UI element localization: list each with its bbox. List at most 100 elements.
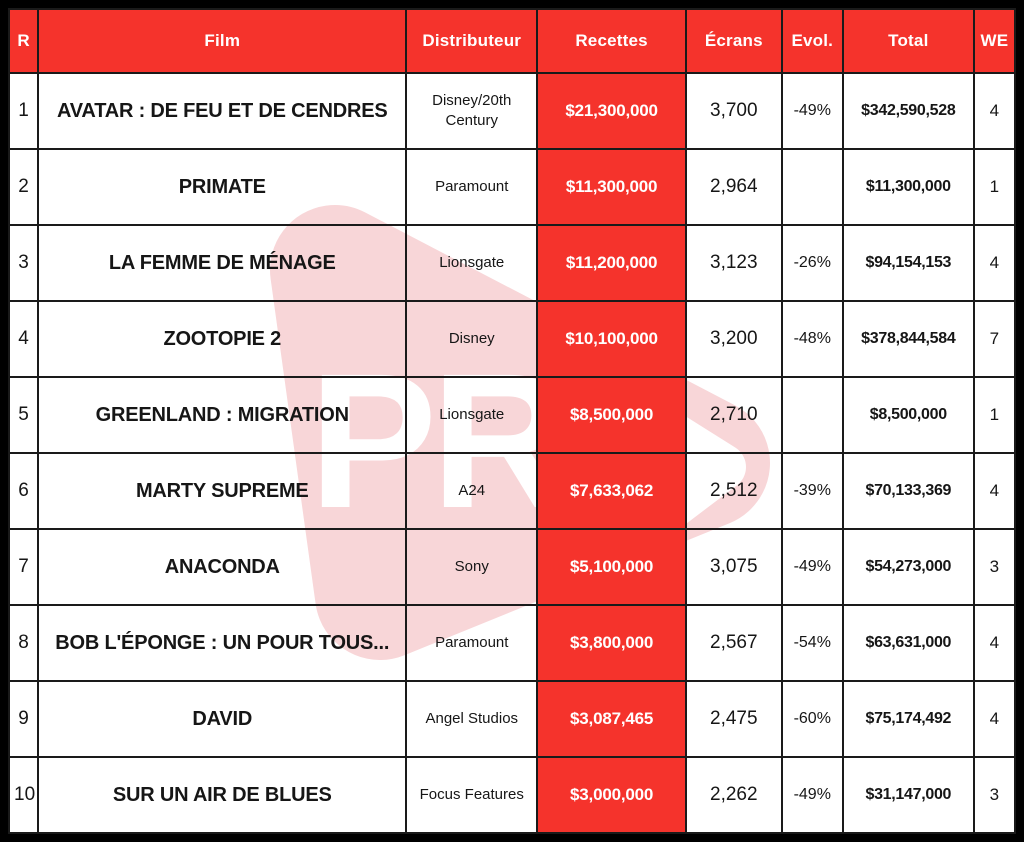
column-header-total: Total xyxy=(841,8,975,74)
screens-cell: 2,567 xyxy=(685,604,783,682)
evolution-cell: -49% xyxy=(780,528,844,606)
rank-cell: 6 xyxy=(8,452,40,530)
total-cell: $63,631,000 xyxy=(841,604,975,682)
film-title-cell: PRIMATE xyxy=(37,148,408,226)
receipts-cell: $11,200,000 xyxy=(536,224,688,302)
evolution-cell xyxy=(780,376,844,454)
film-title-cell: LA FEMME DE MÉNAGE xyxy=(37,224,408,302)
total-cell: $94,154,153 xyxy=(841,224,975,302)
total-cell: $8,500,000 xyxy=(841,376,975,454)
header-row: R Film Distributeur Recettes Écrans Evol… xyxy=(8,8,1016,74)
weeks-cell: 4 xyxy=(972,72,1016,150)
film-title-cell: SUR UN AIR DE BLUES xyxy=(37,756,408,834)
table-row: 7 ANACONDA Sony $5,100,000 3,075 -49% $5… xyxy=(8,528,1016,606)
table-row: 1 AVATAR : DE FEU ET DE CENDRES Disney/2… xyxy=(8,72,1016,150)
rank-cell: 8 xyxy=(8,604,40,682)
table-row: 2 PRIMATE Paramount $11,300,000 2,964 $1… xyxy=(8,148,1016,226)
rank-cell: 4 xyxy=(8,300,40,378)
total-cell: $342,590,528 xyxy=(841,72,975,150)
weeks-cell: 7 xyxy=(972,300,1016,378)
weeks-cell: 1 xyxy=(972,148,1016,226)
distributor-cell: A24 xyxy=(405,452,539,530)
rank-cell: 1 xyxy=(8,72,40,150)
film-title-cell: ANACONDA xyxy=(37,528,408,606)
column-header-distributor: Distributeur xyxy=(405,8,539,74)
receipts-cell: $8,500,000 xyxy=(536,376,688,454)
receipts-cell: $10,100,000 xyxy=(536,300,688,378)
column-header-screens: Écrans xyxy=(685,8,783,74)
total-cell: $75,174,492 xyxy=(841,680,975,758)
evolution-cell: -39% xyxy=(780,452,844,530)
total-cell: $70,133,369 xyxy=(841,452,975,530)
box-office-table: R Film Distributeur Recettes Écrans Evol… xyxy=(8,8,1016,834)
receipts-cell: $3,800,000 xyxy=(536,604,688,682)
table-body: 1 AVATAR : DE FEU ET DE CENDRES Disney/2… xyxy=(8,72,1016,834)
screens-cell: 2,710 xyxy=(685,376,783,454)
table-row: 10 SUR UN AIR DE BLUES Focus Features $3… xyxy=(8,756,1016,834)
rank-cell: 3 xyxy=(8,224,40,302)
screens-cell: 2,964 xyxy=(685,148,783,226)
table-row: 6 MARTY SUPREME A24 $7,633,062 2,512 -39… xyxy=(8,452,1016,530)
film-title-cell: DAVID xyxy=(37,680,408,758)
weeks-cell: 4 xyxy=(972,604,1016,682)
total-cell: $54,273,000 xyxy=(841,528,975,606)
screens-cell: 2,512 xyxy=(685,452,783,530)
table-row: 4 ZOOTOPIE 2 Disney $10,100,000 3,200 -4… xyxy=(8,300,1016,378)
weeks-cell: 4 xyxy=(972,452,1016,530)
rank-cell: 7 xyxy=(8,528,40,606)
weeks-cell: 4 xyxy=(972,680,1016,758)
screens-cell: 3,075 xyxy=(685,528,783,606)
film-title-cell: MARTY SUPREME xyxy=(37,452,408,530)
distributor-cell: Paramount xyxy=(405,148,539,226)
table-row: 8 BOB L'ÉPONGE : UN POUR TOUS... Paramou… xyxy=(8,604,1016,682)
distributor-cell: Sony xyxy=(405,528,539,606)
evolution-cell xyxy=(780,148,844,226)
screens-cell: 3,200 xyxy=(685,300,783,378)
column-header-weeks: WE xyxy=(972,8,1016,74)
table-row: 3 LA FEMME DE MÉNAGE Lionsgate $11,200,0… xyxy=(8,224,1016,302)
column-header-rank: R xyxy=(8,8,40,74)
column-header-film: Film xyxy=(37,8,408,74)
column-header-evolution: Evol. xyxy=(780,8,844,74)
receipts-cell: $3,000,000 xyxy=(536,756,688,834)
distributor-cell: Focus Features xyxy=(405,756,539,834)
table-header: R Film Distributeur Recettes Écrans Evol… xyxy=(8,8,1016,74)
weeks-cell: 1 xyxy=(972,376,1016,454)
receipts-cell: $3,087,465 xyxy=(536,680,688,758)
evolution-cell: -54% xyxy=(780,604,844,682)
distributor-cell: Disney xyxy=(405,300,539,378)
weeks-cell: 4 xyxy=(972,224,1016,302)
evolution-cell: -60% xyxy=(780,680,844,758)
film-title-cell: AVATAR : DE FEU ET DE CENDRES xyxy=(37,72,408,150)
chart-background: PR R Film Distributeur Recettes xyxy=(8,8,1016,834)
evolution-cell: -49% xyxy=(780,756,844,834)
total-cell: $11,300,000 xyxy=(841,148,975,226)
receipts-cell: $7,633,062 xyxy=(536,452,688,530)
evolution-cell: -49% xyxy=(780,72,844,150)
distributor-cell: Lionsgate xyxy=(405,376,539,454)
screens-cell: 2,262 xyxy=(685,756,783,834)
evolution-cell: -26% xyxy=(780,224,844,302)
weeks-cell: 3 xyxy=(972,756,1016,834)
table-row: 5 GREENLAND : MIGRATION Lionsgate $8,500… xyxy=(8,376,1016,454)
rank-cell: 5 xyxy=(8,376,40,454)
film-title-cell: ZOOTOPIE 2 xyxy=(37,300,408,378)
table-row: 9 DAVID Angel Studios $3,087,465 2,475 -… xyxy=(8,680,1016,758)
receipts-cell: $21,300,000 xyxy=(536,72,688,150)
distributor-cell: Angel Studios xyxy=(405,680,539,758)
screens-cell: 2,475 xyxy=(685,680,783,758)
rank-cell: 9 xyxy=(8,680,40,758)
receipts-cell: $11,300,000 xyxy=(536,148,688,226)
screens-cell: 3,700 xyxy=(685,72,783,150)
column-header-receipts: Recettes xyxy=(536,8,688,74)
distributor-cell: Paramount xyxy=(405,604,539,682)
film-title-cell: GREENLAND : MIGRATION xyxy=(37,376,408,454)
film-title-cell: BOB L'ÉPONGE : UN POUR TOUS... xyxy=(37,604,408,682)
receipts-cell: $5,100,000 xyxy=(536,528,688,606)
rank-cell: 10 xyxy=(8,756,40,834)
evolution-cell: -48% xyxy=(780,300,844,378)
weeks-cell: 3 xyxy=(972,528,1016,606)
total-cell: $31,147,000 xyxy=(841,756,975,834)
distributor-cell: Lionsgate xyxy=(405,224,539,302)
